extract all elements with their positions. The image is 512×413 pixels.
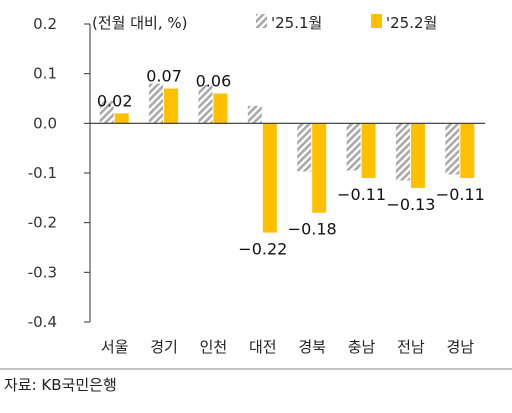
data-label: 0.06 — [196, 72, 232, 91]
bar — [297, 123, 312, 172]
bar — [262, 123, 277, 233]
y-tick-label: 0.1 — [33, 65, 57, 83]
bars — [99, 83, 475, 233]
bar — [99, 100, 114, 124]
bar — [213, 93, 228, 124]
bar — [361, 123, 376, 178]
y-tick-label: -0.2 — [28, 214, 57, 232]
data-label: 0.07 — [146, 67, 182, 86]
x-tick-label: 경북 — [298, 338, 326, 356]
y-tick-label: -0.4 — [28, 313, 57, 331]
legend-label-jan: '25.1월 — [271, 14, 322, 32]
bar — [460, 123, 475, 178]
bar — [410, 123, 425, 188]
y-tick-label: -0.1 — [28, 164, 57, 182]
legend-swatch-jan — [256, 14, 267, 28]
bar — [114, 113, 129, 124]
y-axis: 0.2 0.1 0.0 -0.1 -0.2 -0.3 -0.4 — [28, 15, 91, 331]
bar — [149, 83, 164, 124]
data-label: 0.02 — [97, 91, 133, 110]
legend-label-feb: '25.2월 — [386, 14, 437, 32]
bar — [346, 123, 361, 171]
y-tick-label: 0.0 — [33, 114, 57, 132]
x-tick-label: 전남 — [397, 338, 425, 356]
data-label: −0.13 — [386, 195, 435, 214]
bar — [445, 123, 460, 175]
bar — [312, 123, 327, 213]
data-label: −0.18 — [288, 220, 337, 239]
y-tick-label: -0.3 — [28, 263, 57, 281]
x-tick-label: 서울 — [101, 338, 129, 356]
data-label: −0.11 — [337, 185, 386, 204]
bar — [198, 85, 213, 124]
y-tick-label: 0.2 — [33, 15, 57, 33]
bar — [247, 105, 262, 124]
source-note: 자료: KB국민은행 — [4, 376, 117, 394]
x-tick-label: 경기 — [150, 338, 178, 356]
x-tick-label: 인천 — [200, 338, 228, 356]
x-tick-label: 경남 — [447, 338, 475, 356]
bar — [164, 88, 179, 124]
data-label: −0.11 — [436, 185, 485, 204]
x-axis: 서울 경기 인천 대전 경북 충남 전남 경남 — [90, 122, 485, 356]
data-labels: 0.020.07 0.06−0.22−0.18−0.11−0.13−0.11 — [97, 67, 485, 259]
x-tick-label: 대전 — [249, 338, 277, 356]
data-label: −0.22 — [238, 240, 287, 259]
legend-swatch-feb — [371, 14, 382, 28]
unit-label: (전월 대비, %) — [92, 14, 187, 32]
x-tick-label: 충남 — [348, 338, 376, 356]
legend: (전월 대비, %) '25.1월 '25.2월 — [92, 14, 437, 32]
bar — [395, 123, 410, 181]
